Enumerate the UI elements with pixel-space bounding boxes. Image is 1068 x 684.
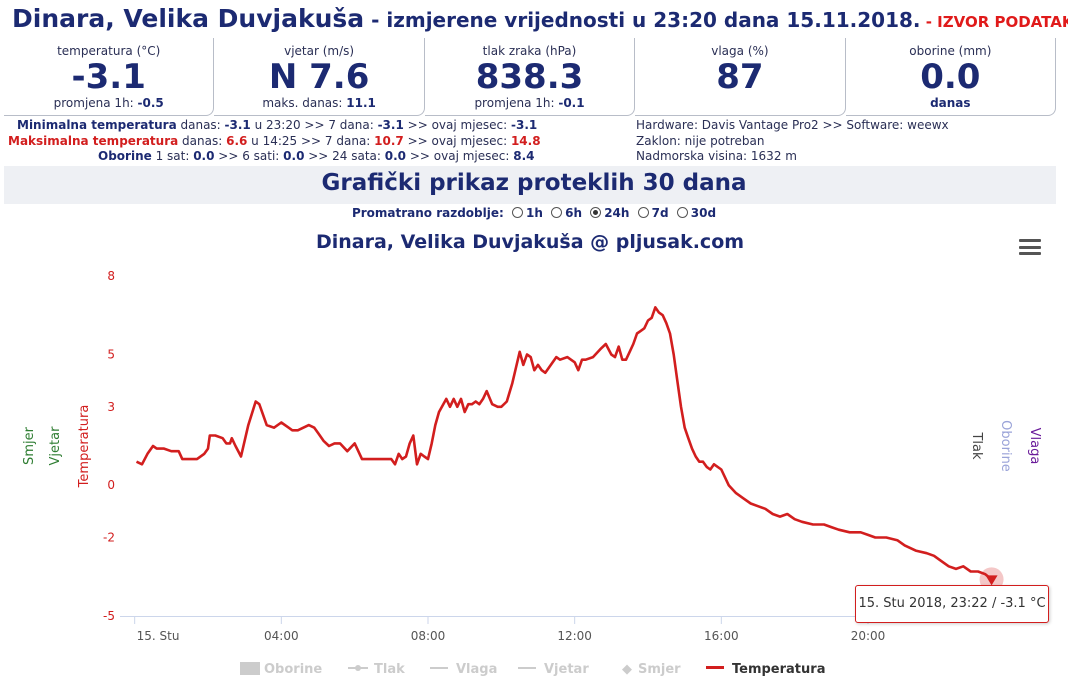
stat-label: tlak zraka (hPa) [482,44,577,58]
legend-item-smjer[interactable]: ◆ Smjer [618,662,681,677]
stat-sub: promjena 1h: -0.1 [474,96,585,110]
data-source-link[interactable]: - IZVOR PODATAKA [925,13,1068,31]
stat-wind: vjetar (m/s) N 7.6 maks. danas: 11.1 [214,38,425,116]
station-name: Dinara, Velika Duvjakuša [12,4,365,33]
legend-dot-icon: ◆ [622,662,632,677]
station-info: Hardware: Davis Vantage Pro2 >> Software… [636,118,1056,165]
altitude-info: Nadmorska visina: 1632 m [636,149,797,163]
period-option-30d[interactable]: 30d [676,206,716,220]
chart-title: Dinara, Velika Duvjakuša @ pljusak.com [315,231,745,253]
x-tick-label: 08:00 [411,629,446,643]
period-option-24h[interactable]: 24h [590,206,629,220]
details-panel: Minimalna temperatura danas: -3.1 u 23:2… [4,118,1056,166]
period-selector: Promatrano razdoblje: 1h 6h 24h 7d 30d [0,206,1068,220]
legend-item-oborine[interactable]: Oborine [240,662,322,677]
current-values: temperatura (°C) -3.1 promjena 1h: -0.5 … [4,38,1057,116]
radio-icon[interactable] [637,207,649,218]
radio-icon[interactable] [551,207,563,218]
legend-label: Oborine [264,662,323,677]
min-temperature-row: Minimalna temperatura danas: -3.1 u 23:2… [17,118,538,132]
legend-label: Vjetar [544,662,589,677]
chart-tooltip: 15. Stu 2018, 23:22 / -3.1 °C [855,585,1049,623]
period-label: Promatrano razdoblje: [351,206,504,220]
point-marker[interactable] [985,575,998,586]
stat-temperature: temperatura (°C) -3.1 promjena 1h: -0.5 [4,38,215,116]
axis-title-vjetar: Vjetar [48,426,63,466]
section-band [4,166,1056,204]
stat-sub: maks. danas: 11.1 [262,96,376,110]
legend-label: Vlaga [456,662,498,677]
stat-value: 0.0 [920,57,981,97]
stat-label: temperatura (°C) [57,44,161,58]
hardware-info: Hardware: Davis Vantage Pro2 >> Software… [636,118,949,132]
rain-row: Oborine 1 sat: 0.0 >> 6 sati: 0.0 >> 24 … [98,149,535,163]
legend-line-dot-icon [348,665,368,671]
y-tick-label: 8 [107,269,115,283]
legend-label: Temperatura [732,662,826,677]
radio-icon[interactable] [676,207,688,218]
period-option-7d[interactable]: 7d [637,206,669,220]
stat-label: vlaga (%) [711,44,769,58]
x-tick-label: 04:00 [264,629,299,643]
axis-title-oborine: Oborine [998,420,1013,472]
stat-value: -3.1 [71,57,146,97]
legend-item-tlak[interactable]: Tlak [348,662,405,677]
period-option-1h[interactable]: 1h [512,206,543,220]
x-tick-label: 12:00 [557,629,592,643]
section-title: Grafički prikaz proteklih 30 dana [321,170,747,196]
legend-label: Smjer [638,662,681,677]
chart-legend: Oborine Tlak Vlaga Vjetar ◆ Smjer Temperatura [0,662,1068,682]
axis-title-tlak: Tlak [969,431,984,460]
y-tick-label: 3 [107,400,115,414]
stat-humidity: vlaga (%) 87 [635,38,846,116]
shelter-info: Zaklon: nije potreban [636,133,765,148]
stat-value: N 7.6 [268,57,370,97]
stat-rain: oborine (mm) 0.0 danas [845,38,1057,116]
y-tick-label: -5 [103,609,115,623]
stat-label: vjetar (m/s) [284,44,355,58]
y-tick-label: -2 [103,531,115,545]
stat-label: oborine (mm) [909,44,992,58]
axis-title-temperatura: Temperatura [77,405,92,489]
stat-sub: promjena 1h: -0.5 [53,96,164,110]
y-tick-label: 0 [107,478,115,492]
series-line-temperatura[interactable] [135,306,993,581]
stat-pressure: tlak zraka (hPa) 838.3 promjena 1h: -0.1 [424,38,636,116]
period-option-6h[interactable]: 6h [551,206,582,220]
axis-title-vlaga: Vlaga [1027,428,1042,465]
stat-sub: danas [930,96,971,110]
legend-line-icon [518,667,536,669]
y-tick-label: 5 [107,347,115,361]
temperature-chart: -5 -2 0 3 5 8 15. Stu 04:00 08:00 12:00 16:00 20:0… [22,269,1042,643]
stat-value: 87 [716,57,764,97]
legend-item-vlaga[interactable]: Vlaga [430,662,497,677]
legend-line-icon [706,666,724,669]
page-header: Dinara, Velika Duvjakuša - izmjerene vri… [12,4,1068,38]
legend-item-temperatura[interactable]: Temperatura [706,662,825,677]
radio-icon[interactable] [512,207,523,218]
hamburger-menu-icon[interactable] [1019,239,1041,257]
legend-line-icon [430,667,448,669]
radio-selected-icon[interactable] [590,207,602,218]
stat-value: 838.3 [475,57,584,97]
measurement-time: - izmjerene vrijednosti u 23:20 dana 15.… [364,8,921,32]
legend-rect-icon [240,662,260,675]
legend-label: Tlak [374,662,405,677]
axis-title-smjer: Smjer [22,426,37,465]
legend-item-vjetar[interactable]: Vjetar [518,662,589,677]
max-temperature-row: Maksimalna temperatura danas: 6.6 u 14:2… [8,133,541,148]
x-tick-label: 16:00 [704,629,739,643]
x-tick-label: 15. Stu [137,629,180,643]
x-tick-label: 20:00 [851,629,886,643]
extremes: Minimalna temperatura danas: -3.1 u 23:2… [4,118,624,165]
